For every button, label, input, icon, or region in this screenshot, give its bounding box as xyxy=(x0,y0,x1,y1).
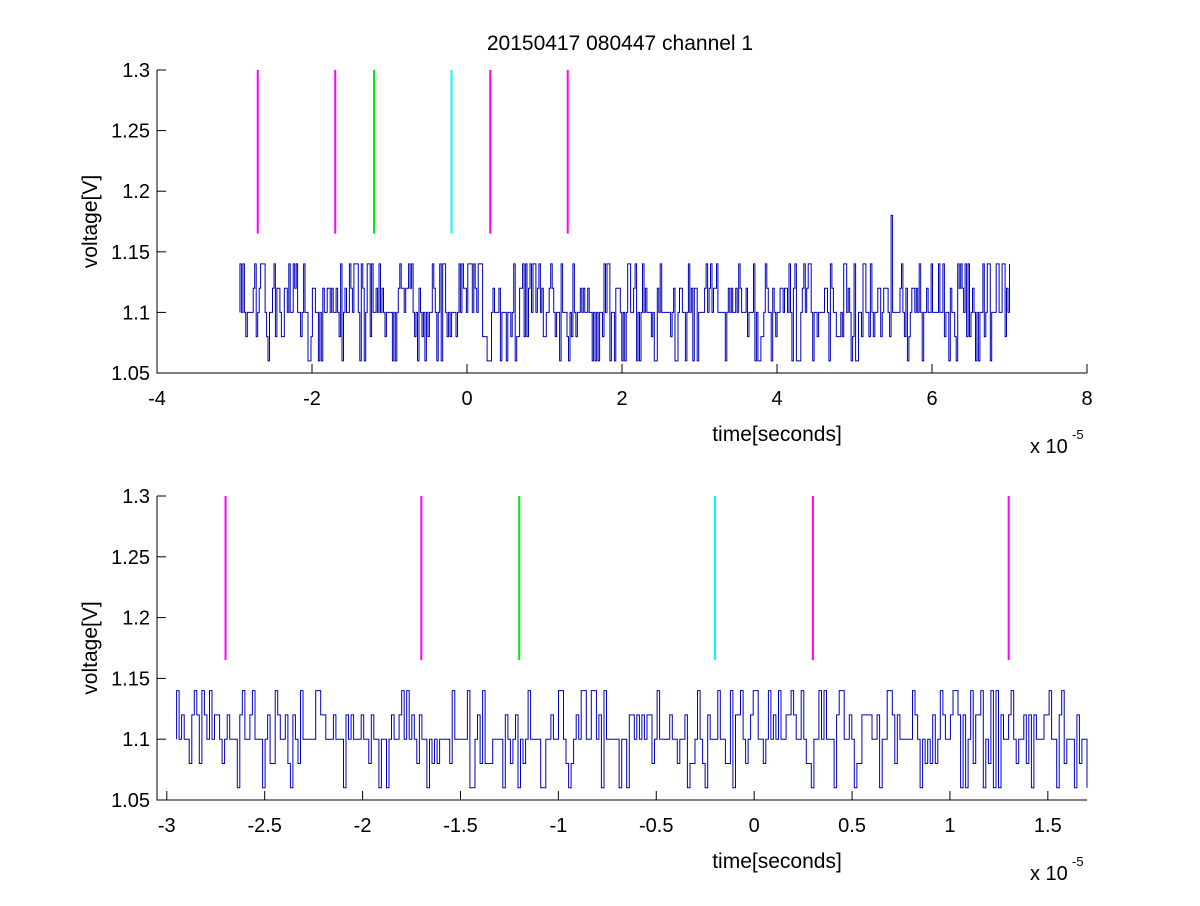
bottom-x-tick-label: 0.5 xyxy=(838,815,866,837)
bottom-y-tick-label: 1.1 xyxy=(122,729,150,751)
top-plot: -4 -2 0 2 4 6 8 1.05 1.1 1.15 1.2 1.25 1.3 time[secon… xyxy=(79,60,1093,458)
top-x-tick-label: 6 xyxy=(926,388,937,410)
bottom-x-tick-label: -3 xyxy=(158,815,176,837)
bottom-y-tick-label: 1.2 xyxy=(122,608,150,630)
top-y-axis-label: voltage[V] xyxy=(79,175,102,268)
bottom-signal-line xyxy=(176,690,1088,789)
top-y-tick-label: 1.15 xyxy=(111,242,150,264)
top-x-tick-label: 4 xyxy=(771,388,782,410)
bottom-x-tick-label: 1 xyxy=(944,815,955,837)
bottom-plot: -3 -2.5 -2 -1.5 -1 -0.5 0 0.5 1 1.5 1.05 1.1 1.15 1.2… xyxy=(79,486,1088,885)
top-x-tick-label: -4 xyxy=(148,388,166,410)
top-y-tick-label: 1.1 xyxy=(122,302,150,324)
top-x-multiplier-exponent: -5 xyxy=(1072,427,1084,442)
top-x-tick-label: 2 xyxy=(616,388,627,410)
bottom-y-tick-label: 1.05 xyxy=(111,790,150,812)
bottom-x-tick-label: -2.5 xyxy=(247,815,281,837)
bottom-y-tick-label: 1.25 xyxy=(111,547,150,569)
top-x-tick-label: 0 xyxy=(461,388,472,410)
top-x-multiplier: x 10 xyxy=(1030,436,1068,458)
bottom-x-tick-label: -1 xyxy=(549,815,567,837)
chart-title: 20150417 080447 channel 1 xyxy=(487,32,753,55)
bottom-x-axis-label: time[seconds] xyxy=(712,850,842,873)
bottom-x-multiplier-exponent: -5 xyxy=(1072,854,1084,869)
top-x-tick-label: 8 xyxy=(1081,388,1092,410)
bottom-x-tick-label: -0.5 xyxy=(639,815,673,837)
top-y-tick-label: 1.25 xyxy=(111,121,150,143)
bottom-y-axis-label: voltage[V] xyxy=(79,601,102,694)
top-x-axis-label: time[seconds] xyxy=(712,423,842,446)
top-y-tick-label: 1.2 xyxy=(122,181,150,203)
bottom-x-multiplier: x 10 xyxy=(1030,863,1068,885)
bottom-y-tick-label: 1.3 xyxy=(122,486,150,508)
bottom-x-tick-label: 0 xyxy=(749,815,760,837)
bottom-x-tick-label: 1.5 xyxy=(1034,815,1062,837)
bottom-y-tick-label: 1.15 xyxy=(111,668,150,690)
top-y-tick-label: 1.3 xyxy=(122,60,150,82)
top-x-tick-label: -2 xyxy=(303,388,321,410)
bottom-x-tick-label: -2 xyxy=(354,815,372,837)
top-y-tick-label: 1.05 xyxy=(111,363,150,385)
top-signal-line xyxy=(239,214,1010,362)
bottom-x-tick-label: -1.5 xyxy=(443,815,477,837)
